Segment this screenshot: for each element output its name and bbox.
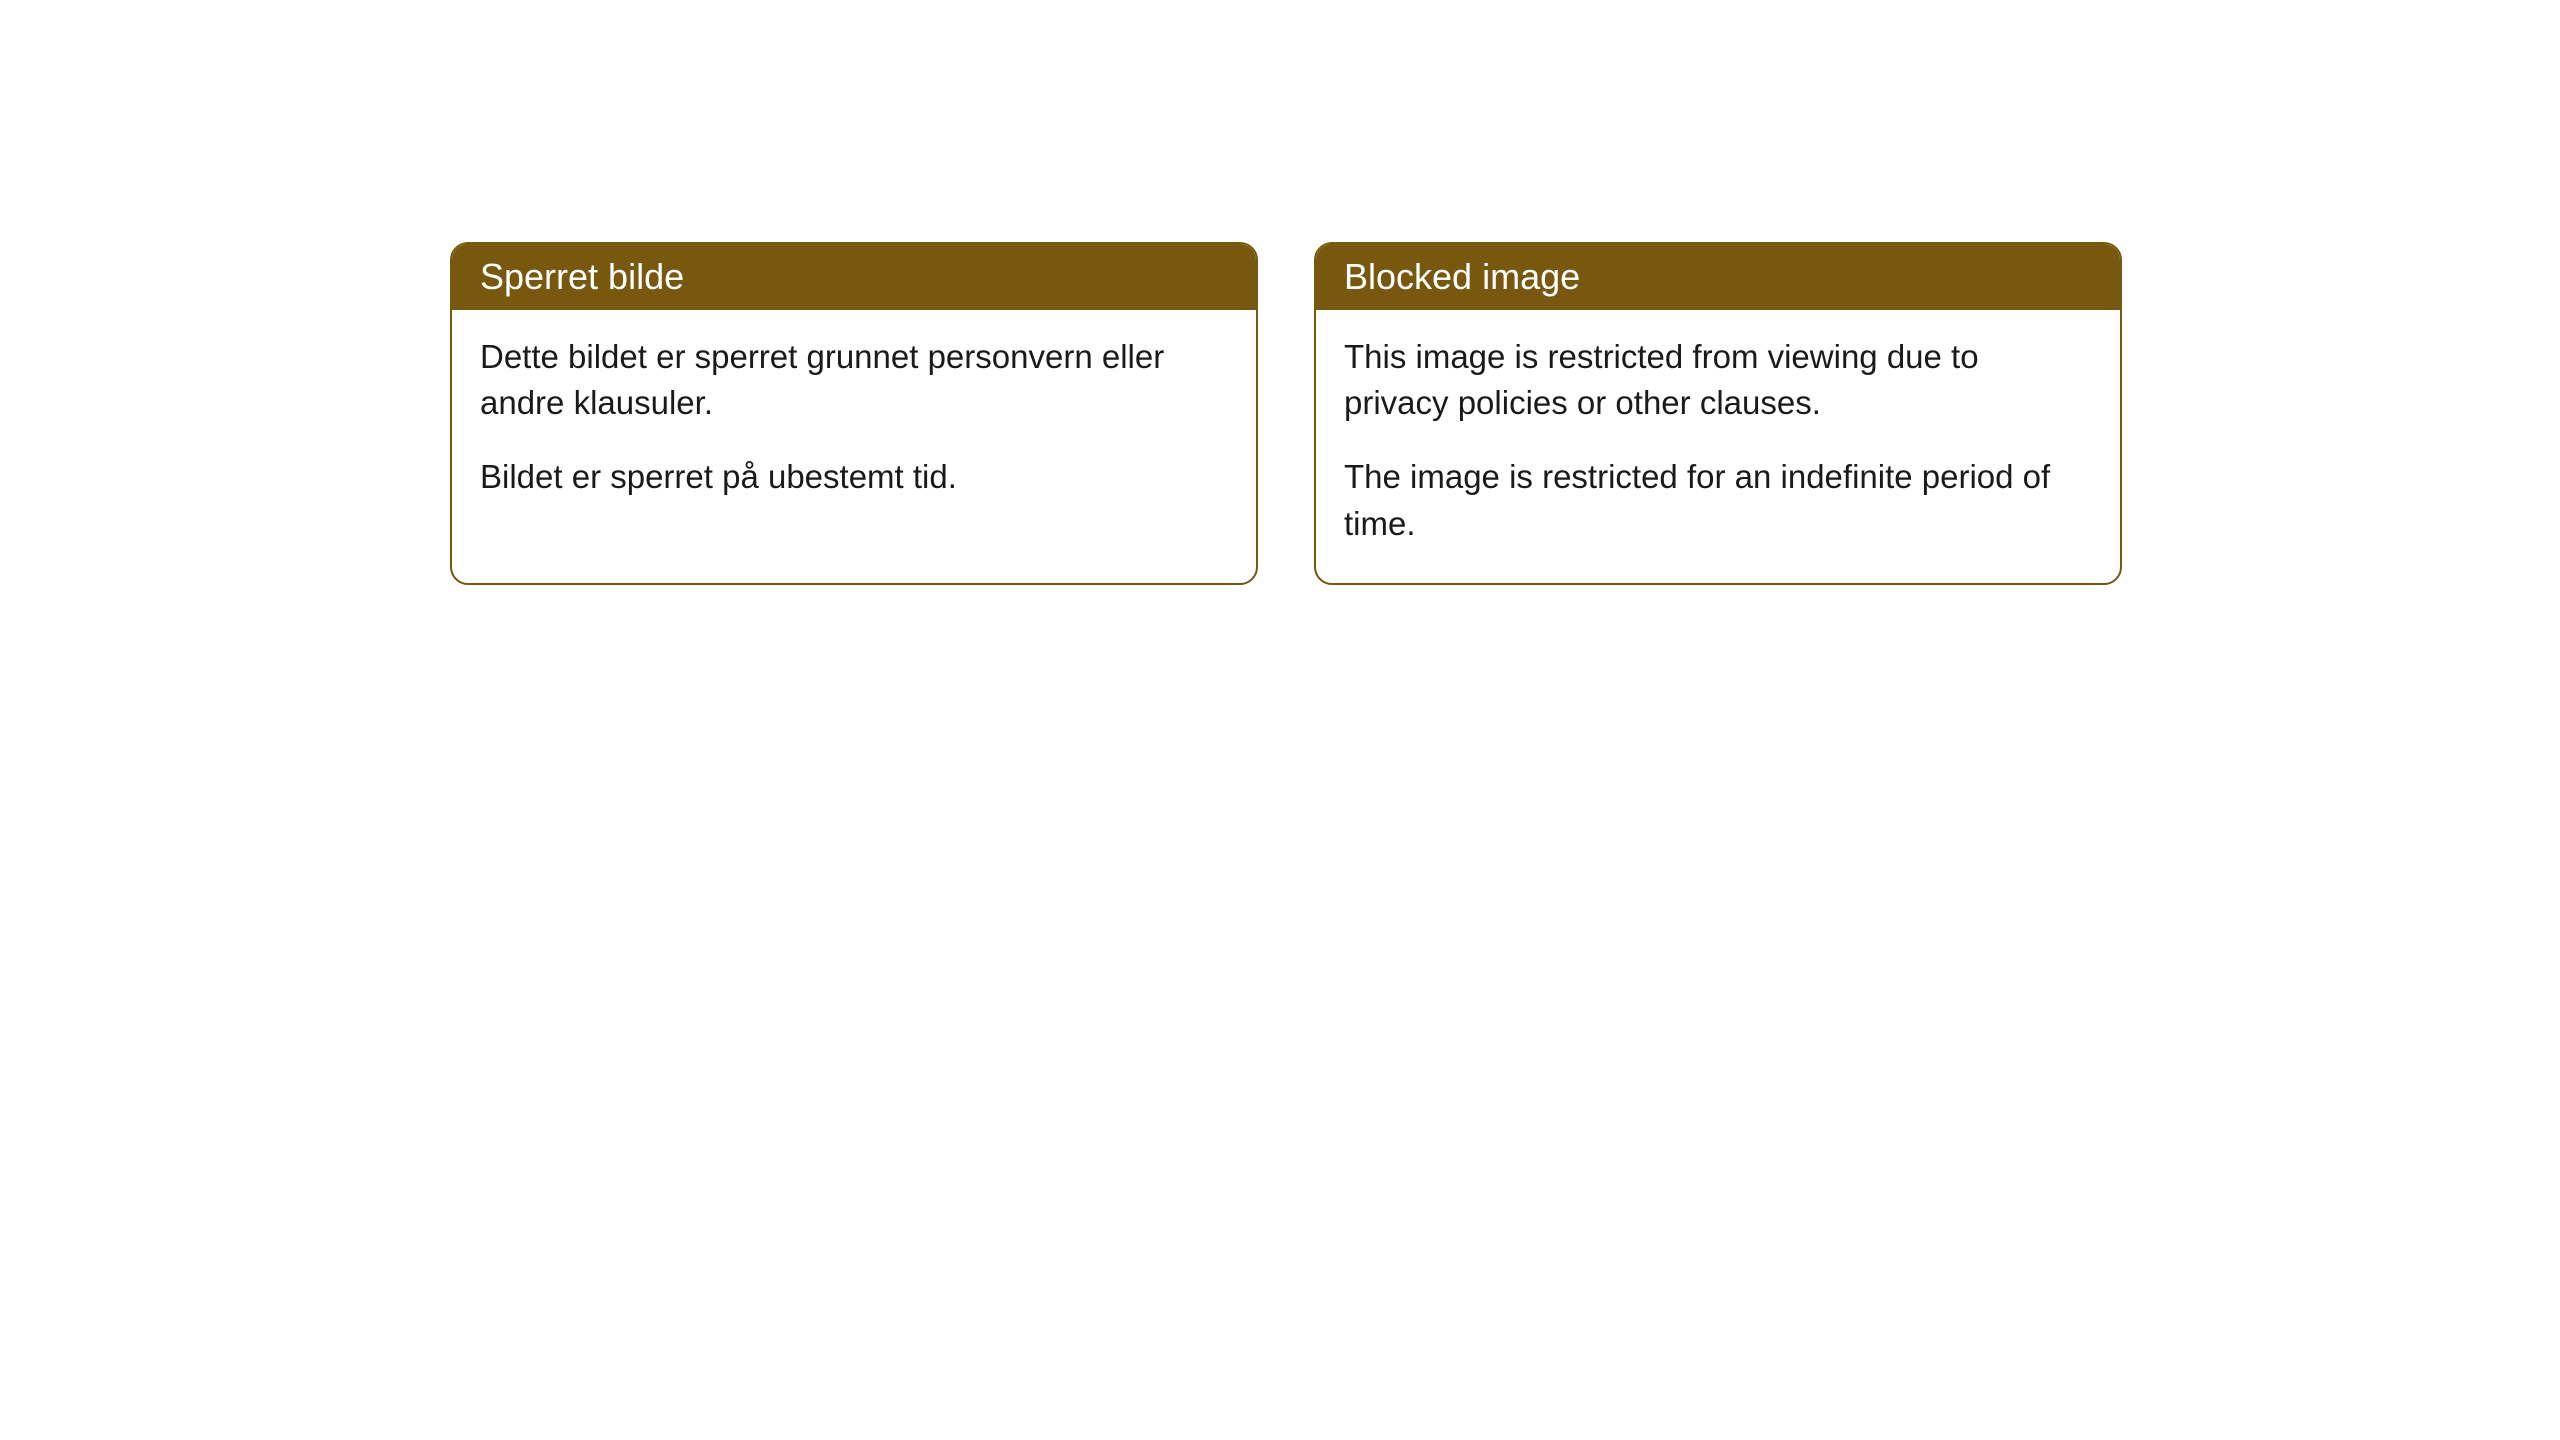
card-paragraph-1-no: Dette bildet er sperret grunnet personve… [480, 334, 1228, 426]
blocked-image-card-no: Sperret bilde Dette bildet er sperret gr… [450, 242, 1258, 585]
card-body-no: Dette bildet er sperret grunnet personve… [452, 310, 1256, 537]
card-paragraph-2-no: Bildet er sperret på ubestemt tid. [480, 454, 1228, 500]
card-body-en: This image is restricted from viewing du… [1316, 310, 2120, 583]
blocked-image-card-en: Blocked image This image is restricted f… [1314, 242, 2122, 585]
card-header-en: Blocked image [1316, 244, 2120, 310]
card-paragraph-2-en: The image is restricted for an indefinit… [1344, 454, 2092, 546]
card-header-no: Sperret bilde [452, 244, 1256, 310]
notice-cards-container: Sperret bilde Dette bildet er sperret gr… [450, 242, 2122, 585]
card-paragraph-1-en: This image is restricted from viewing du… [1344, 334, 2092, 426]
